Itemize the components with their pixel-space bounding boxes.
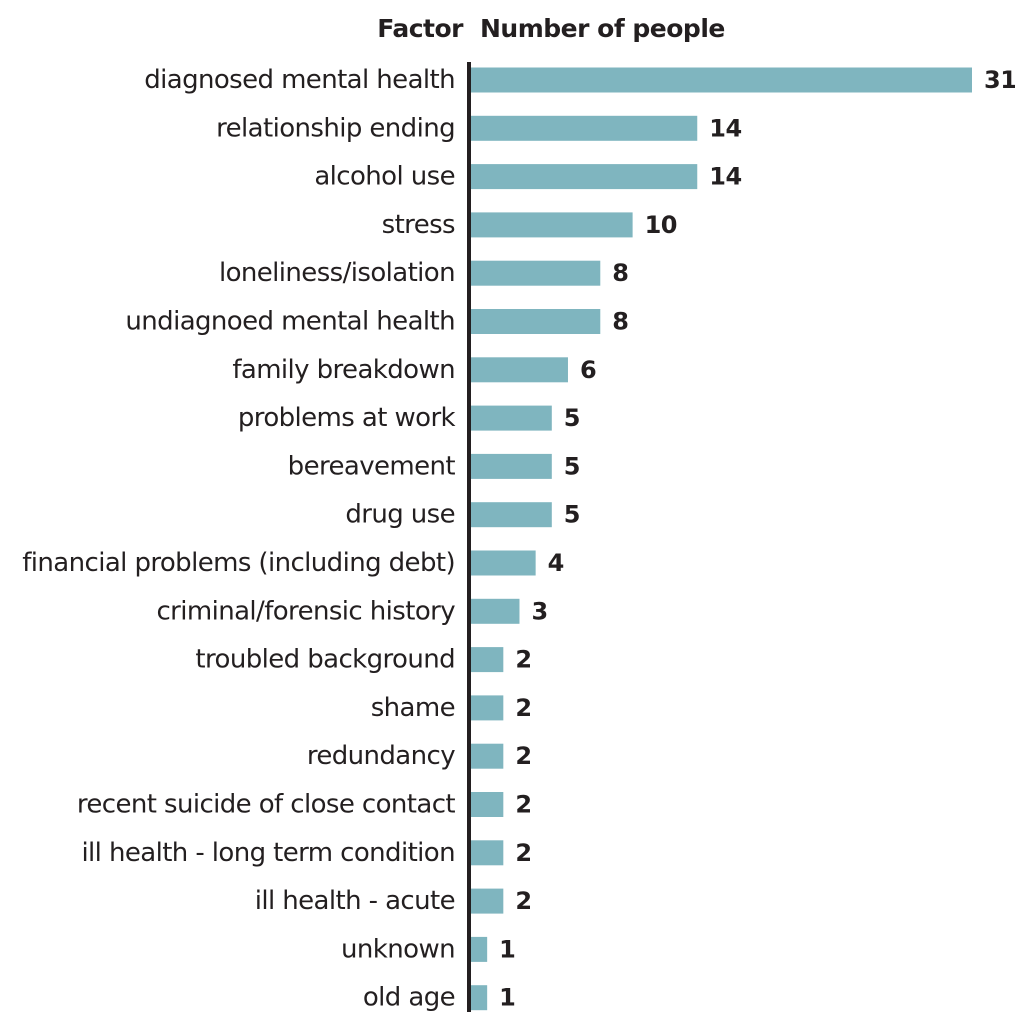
chart-header: Factor Number of people: [0, 14, 1015, 48]
category-label-financial-problems-including-debt: financial problems (including debt): [22, 548, 455, 578]
bar-drug-use: [471, 502, 552, 528]
value-label-shame: 2: [515, 694, 531, 722]
category-label-recent-suicide-of-close-contact: recent suicide of close contact: [77, 790, 456, 820]
category-label-redundancy: redundancy: [307, 741, 455, 771]
value-label-financial-problems-including-debt: 4: [548, 549, 564, 577]
value-label-ill-health-long-term-condition: 2: [515, 839, 531, 867]
category-label-undiagnoed-mental-health: undiagnoed mental health: [125, 307, 455, 337]
value-label-stress: 10: [645, 211, 677, 239]
category-label-alcohol-use: alcohol use: [314, 162, 455, 192]
bar-problems-at-work: [471, 405, 552, 431]
category-label-criminal-forensic-history: criminal/forensic history: [156, 596, 455, 626]
bar-stress: [471, 212, 633, 238]
value-label-bereavement: 5: [564, 452, 580, 480]
bar-ill-health-long-term-condition: [471, 840, 504, 866]
category-label-old-age: old age: [363, 983, 455, 1012]
number-of-people-column-header: Number of people: [480, 14, 725, 43]
bar-undiagnoed-mental-health: [471, 309, 601, 334]
value-label-criminal-forensic-history: 3: [531, 597, 547, 625]
value-label-diagnosed-mental-health: 31: [984, 66, 1015, 94]
value-label-family-breakdown: 6: [580, 356, 596, 384]
category-label-diagnosed-mental-health: diagnosed mental health: [144, 65, 455, 95]
category-label-family-breakdown: family breakdown: [232, 355, 455, 385]
bar-relationship-ending: [471, 115, 698, 141]
value-label-relationship-ending: 14: [709, 114, 741, 142]
category-label-problems-at-work: problems at work: [238, 403, 456, 433]
bar-old-age: [471, 985, 488, 1011]
value-label-problems-at-work: 5: [564, 404, 580, 432]
category-label-relationship-ending: relationship ending: [216, 113, 455, 143]
bar-financial-problems-including-debt: [471, 550, 536, 576]
value-label-ill-health-acute: 2: [515, 887, 531, 915]
value-label-recent-suicide-of-close-contact: 2: [515, 791, 531, 819]
category-label-ill-health-acute: ill health - acute: [255, 886, 455, 916]
bar-bereavement: [471, 453, 552, 479]
bar-family-breakdown: [471, 357, 568, 383]
category-label-ill-health-long-term-condition: ill health - long term condition: [81, 838, 455, 868]
category-label-troubled-background: troubled background: [195, 645, 455, 675]
bar-unknown: [471, 936, 488, 962]
value-label-loneliness-isolation: 8: [612, 259, 628, 287]
value-label-troubled-background: 2: [515, 646, 531, 674]
bar-loneliness-isolation: [471, 260, 601, 286]
bar-diagnosed-mental-health: [471, 67, 972, 93]
bar-ill-health-acute: [471, 888, 504, 914]
bar-shame: [471, 695, 504, 721]
bar-criminal-forensic-history: [471, 598, 520, 624]
factor-column-header: Factor: [377, 14, 463, 43]
category-label-stress: stress: [382, 210, 455, 240]
bar-recent-suicide-of-close-contact: [471, 792, 504, 817]
value-label-old-age: 1: [499, 984, 515, 1012]
value-label-drug-use: 5: [564, 501, 580, 529]
bar-troubled-background: [471, 647, 504, 673]
category-label-bereavement: bereavement: [288, 451, 456, 481]
value-label-undiagnoed-mental-health: 8: [612, 308, 628, 336]
value-label-redundancy: 2: [515, 742, 531, 770]
value-label-alcohol-use: 14: [709, 163, 741, 191]
bar-alcohol-use: [471, 164, 698, 190]
category-label-drug-use: drug use: [345, 500, 455, 530]
category-label-unknown: unknown: [341, 934, 455, 964]
category-label-loneliness-isolation: loneliness/isolation: [219, 258, 455, 288]
value-label-unknown: 1: [499, 935, 515, 963]
bar-redundancy: [471, 743, 504, 769]
category-label-shame: shame: [371, 693, 455, 723]
